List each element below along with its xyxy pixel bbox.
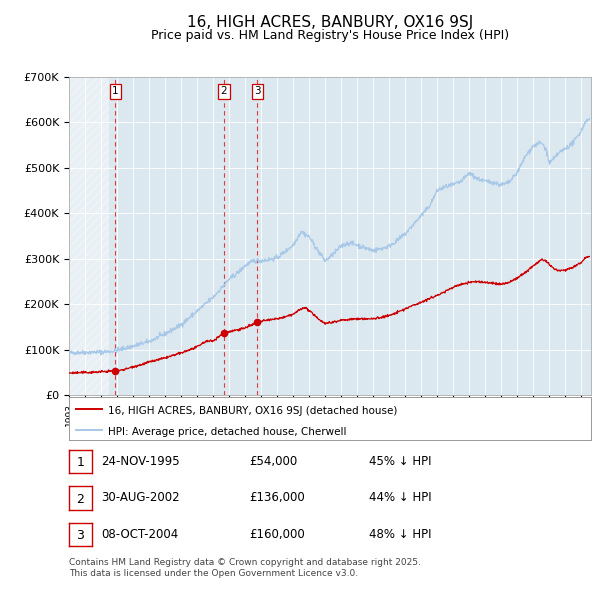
Text: 2: 2	[220, 86, 227, 96]
Text: Contains HM Land Registry data © Crown copyright and database right 2025.
This d: Contains HM Land Registry data © Crown c…	[69, 558, 421, 578]
Text: HPI: Average price, detached house, Cherwell: HPI: Average price, detached house, Cher…	[108, 427, 347, 437]
Text: 2: 2	[76, 493, 85, 506]
Text: 16, HIGH ACRES, BANBURY, OX16 9SJ: 16, HIGH ACRES, BANBURY, OX16 9SJ	[187, 15, 473, 30]
Text: 1: 1	[112, 86, 119, 96]
Text: 24-NOV-1995: 24-NOV-1995	[101, 455, 179, 468]
Text: 30-AUG-2002: 30-AUG-2002	[101, 491, 179, 504]
Text: 45% ↓ HPI: 45% ↓ HPI	[369, 455, 431, 468]
Bar	[69, 77, 109, 395]
Text: 1: 1	[76, 456, 85, 469]
Text: £54,000: £54,000	[249, 455, 297, 468]
Text: 08-OCT-2004: 08-OCT-2004	[101, 528, 178, 541]
Text: £136,000: £136,000	[249, 491, 305, 504]
Text: Price paid vs. HM Land Registry's House Price Index (HPI): Price paid vs. HM Land Registry's House …	[151, 30, 509, 42]
Text: 16, HIGH ACRES, BANBURY, OX16 9SJ (detached house): 16, HIGH ACRES, BANBURY, OX16 9SJ (detac…	[108, 406, 398, 416]
Text: 3: 3	[76, 529, 85, 542]
Text: 3: 3	[254, 86, 261, 96]
Text: 48% ↓ HPI: 48% ↓ HPI	[369, 528, 431, 541]
Text: 44% ↓ HPI: 44% ↓ HPI	[369, 491, 431, 504]
Text: £160,000: £160,000	[249, 528, 305, 541]
